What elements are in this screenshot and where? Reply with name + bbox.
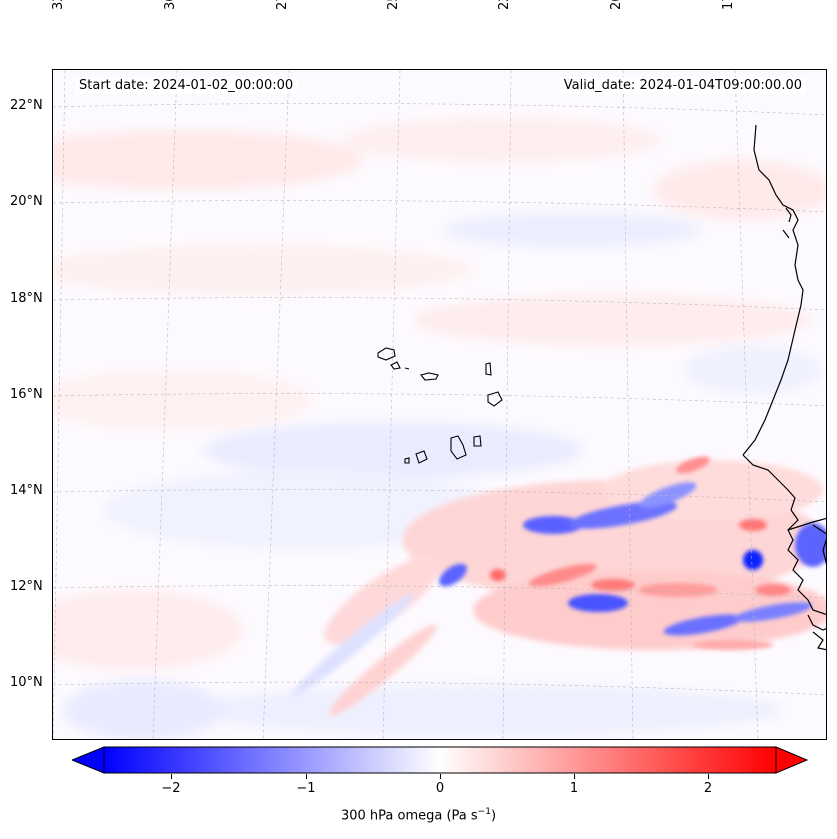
colorbar [70,746,809,774]
omega-map: Start date: 2024-01-02_00:00:00 Valid_da… [52,69,827,740]
lon-label-17-5w: 17.5°W [721,0,736,10]
lat-label-12n: 12°N [10,579,43,594]
lon-label-30w: 30°W [163,0,178,10]
omega-field-broad [53,118,826,739]
coastline [742,124,826,651]
colorbar-body [103,746,777,774]
lat-label-20n: 20°N [10,194,43,209]
island-sao-vicente [390,361,401,370]
colorbar-tick-mark-m1 [306,774,307,779]
lon-label-32-5w: 32.5°W [51,0,66,10]
island-sal [485,362,492,376]
lon-label-27-5w: 27.5°W [275,0,290,10]
start-date-label: Start date: 2024-01-02_00:00:00 [75,77,298,94]
island-brava [404,457,410,464]
lat-label-14n: 14°N [10,483,43,498]
colorbar-tick-mark-1 [574,774,575,779]
graticule [53,70,826,739]
cape-verde-islands [377,347,503,464]
lon-label-25w: 25°W [386,0,401,10]
colorbar-extend-high [775,746,809,774]
omega-field-cores [439,456,826,650]
colorbar-tick-2: 2 [703,781,713,796]
lat-label-18n: 18°N [10,291,43,306]
map-canvas [53,70,826,739]
lat-label-22n: 22°N [10,98,43,113]
island-maio [473,435,482,447]
island-santiago [450,435,467,460]
colorbar-tick-mark-0 [440,774,441,779]
lat-label-10n: 10°N [10,675,43,690]
colorbar-tick-1: 1 [569,781,579,796]
colorbar-tick-mark-2 [708,774,709,779]
island-santo-antao [377,347,396,361]
colorbar-tick-m1: −1 [296,781,316,796]
lon-label-22-5w: 22.5°W [497,0,512,10]
lon-label-20w: 20°W [609,0,624,10]
colorbar-tick-m2: −2 [161,781,181,796]
colorbar-tick-mark-m2 [171,774,172,779]
island-fogo [415,450,428,464]
colorbar-tick-0: 0 [435,781,445,796]
colorbar-graphic [70,746,809,774]
island-sao-nicolau [420,372,439,381]
island-boa-vista [487,391,503,407]
lat-label-16n: 16°N [10,387,43,402]
colorbar-extend-low [70,746,105,774]
colorbar-label: 300 hPa omega (Pa s−1) [340,807,497,824]
valid-date-label: Valid_date: 2024-01-04T09:00:00.00 [559,77,806,94]
island-santa-luzia [404,367,410,370]
